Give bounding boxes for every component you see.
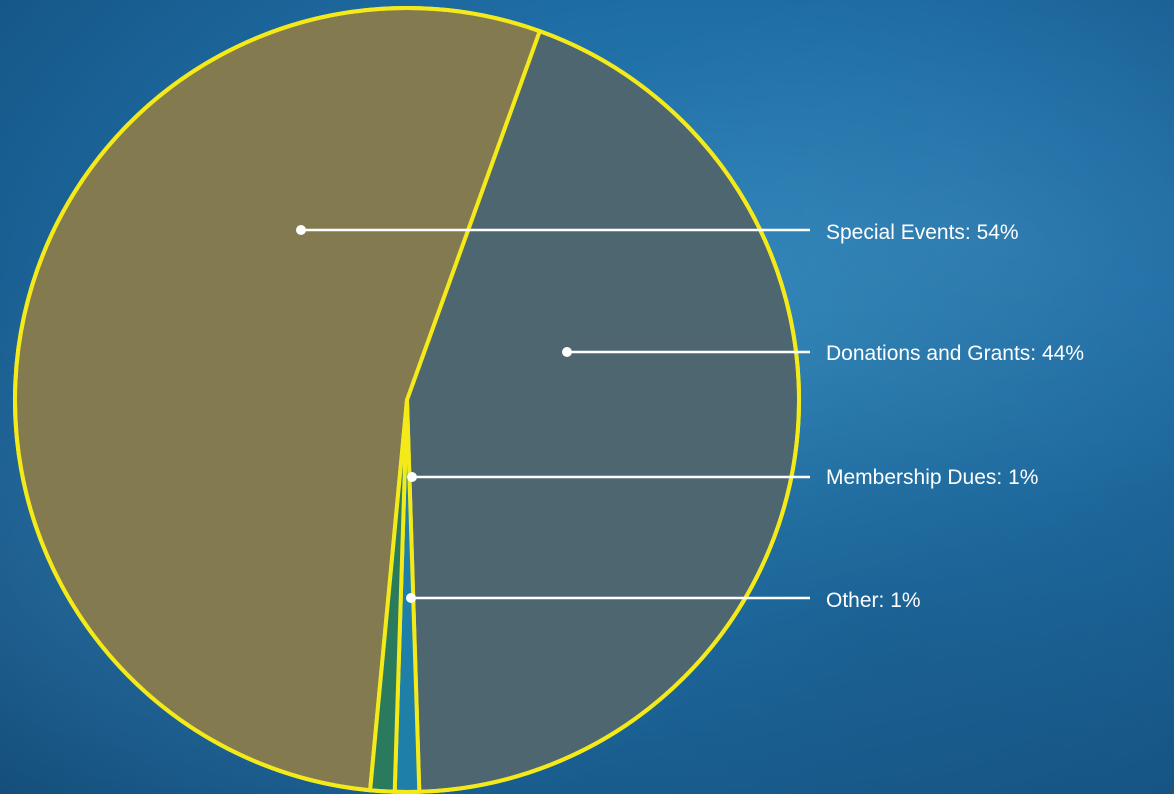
leader-lines bbox=[296, 225, 810, 603]
slice-labels: Special Events: 54% Donations and Grants… bbox=[826, 221, 1084, 612]
leader-membership-dues-dot bbox=[407, 472, 417, 482]
leader-other-dot bbox=[406, 593, 416, 603]
label-donations-grants: Donations and Grants: 44% bbox=[826, 342, 1084, 365]
label-membership-dues: Membership Dues: 1% bbox=[826, 466, 1038, 489]
label-other: Other: 1% bbox=[826, 589, 921, 612]
pie-slices bbox=[13, 6, 802, 794]
leader-special-events-dot bbox=[296, 225, 306, 235]
label-special-events: Special Events: 54% bbox=[826, 221, 1019, 244]
leader-donations-grants-dot bbox=[562, 347, 572, 357]
pie-outline bbox=[13, 6, 801, 794]
